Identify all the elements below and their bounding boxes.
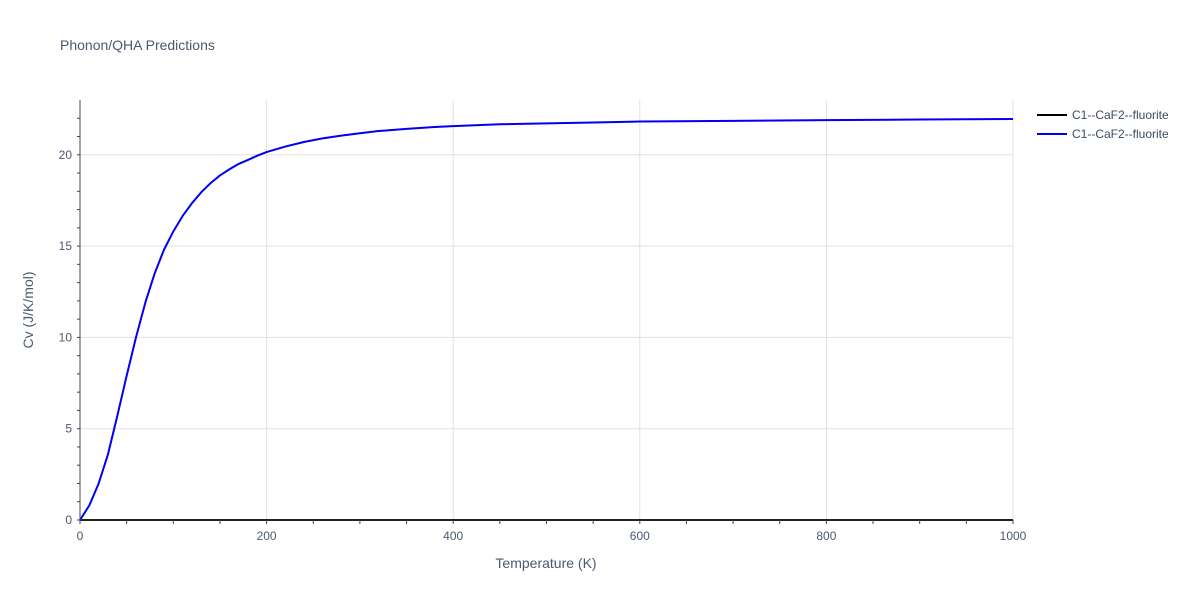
x-tick-label: 600 <box>630 529 650 543</box>
y-tick-label: 10 <box>59 330 73 344</box>
legend[interactable]: C1--CaF2--fluorite C1--CaF2--fluorite <box>1037 108 1169 141</box>
legend-item-2[interactable]: C1--CaF2--fluorite <box>1037 127 1169 141</box>
x-tick-label: 800 <box>816 529 836 543</box>
chart-title: Phonon/QHA Predictions <box>60 37 215 53</box>
plot-area <box>79 117 1014 521</box>
y-tick-label: 0 <box>65 513 72 527</box>
y-tick-label: 20 <box>59 148 73 162</box>
x-tick-label: 200 <box>257 529 277 543</box>
legend-item-1[interactable]: C1--CaF2--fluorite <box>1037 108 1169 122</box>
x-tick-label: 400 <box>443 529 463 543</box>
series-line-2 <box>79 117 1014 521</box>
y-axis-title: Cv (J/K/mol) <box>20 272 36 349</box>
y-tick-label: 5 <box>65 422 72 436</box>
y-tick-label: 15 <box>59 239 73 253</box>
legend-label: C1--CaF2--fluorite <box>1072 127 1169 141</box>
axes: 0 200 400 600 800 1000 0 5 10 15 20 <box>59 100 1027 543</box>
x-axis-title: Temperature (K) <box>495 555 596 571</box>
x-tick-label: 1000 <box>1000 529 1027 543</box>
grid <box>80 100 1014 520</box>
legend-label: C1--CaF2--fluorite <box>1072 108 1169 122</box>
x-tick-label: 0 <box>77 529 84 543</box>
